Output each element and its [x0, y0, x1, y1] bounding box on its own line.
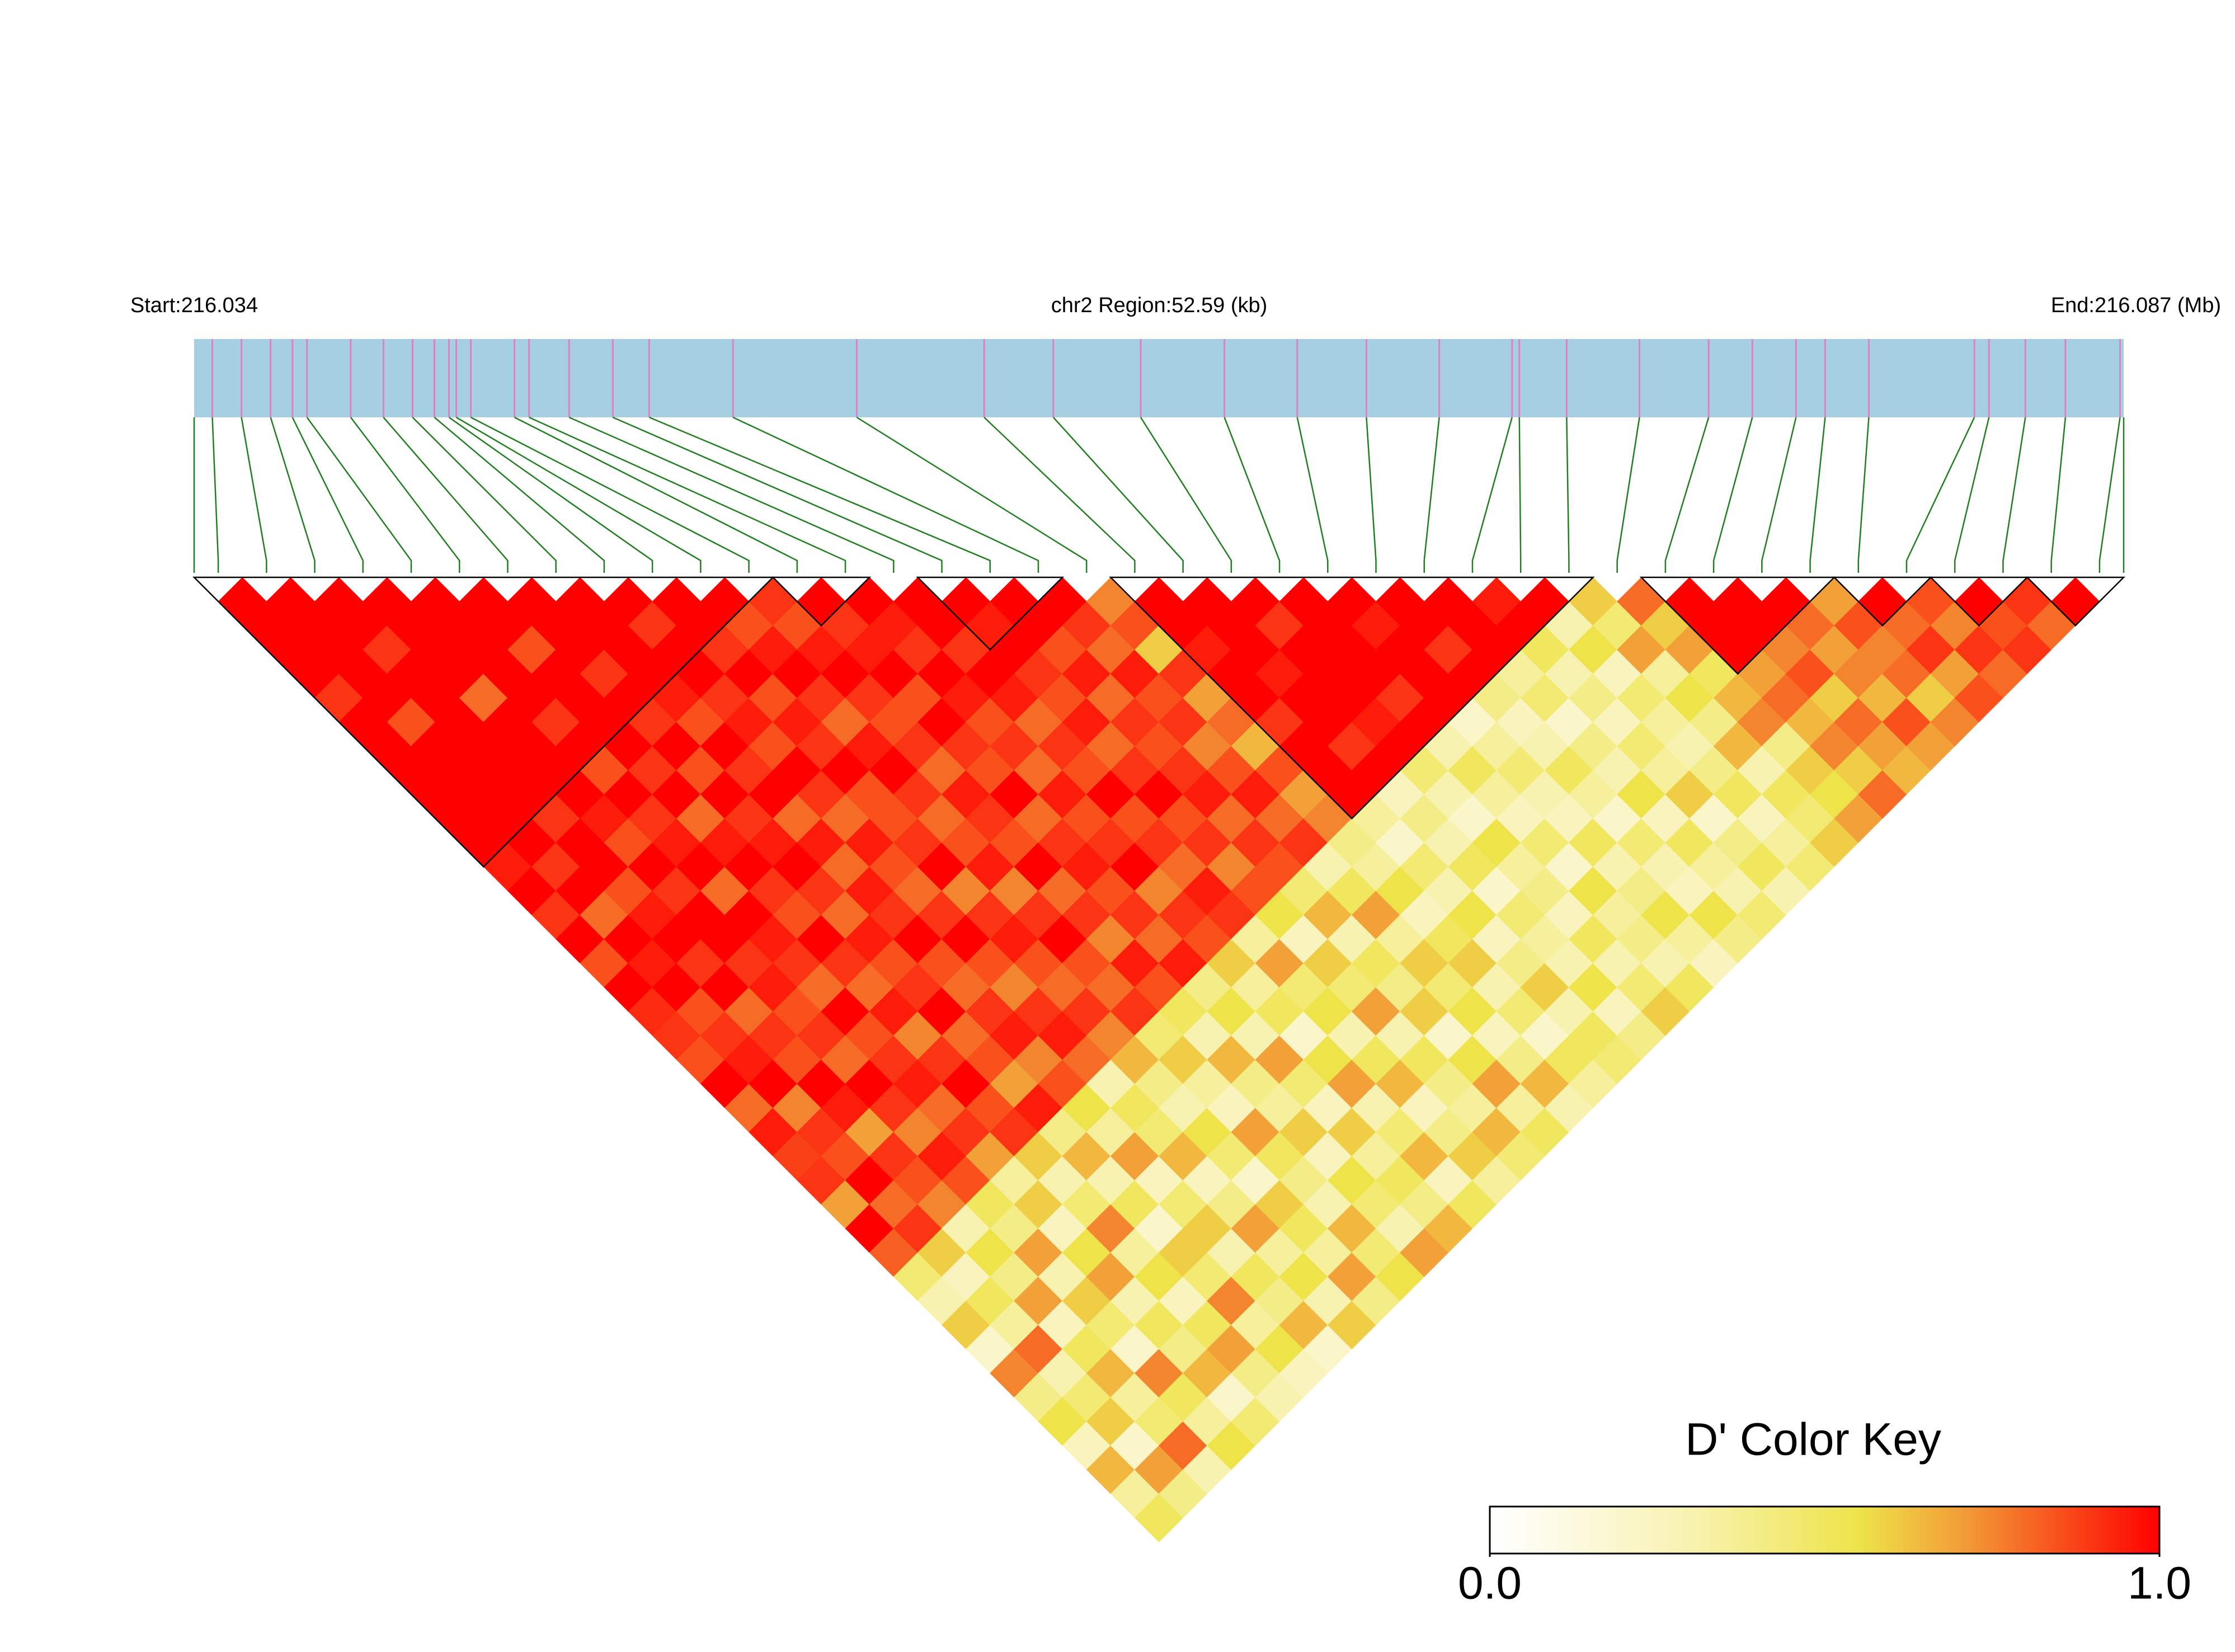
snp-connector — [2050, 417, 2067, 573]
snp-connector — [1140, 417, 1232, 573]
snp-connector — [514, 416, 798, 573]
snp-connector — [1712, 417, 1753, 573]
snp-connector — [984, 417, 1136, 573]
key-tick-label: 1.0 — [2128, 1558, 2191, 1609]
end-label: End:216.087 (Mb) — [2051, 294, 2221, 317]
snp-connector — [1616, 417, 1640, 573]
snp-connector — [383, 417, 509, 573]
snp-connector — [1471, 417, 1513, 573]
snp-connector — [1566, 417, 1570, 573]
snp-connector — [1052, 417, 1184, 573]
haplotype-block — [1109, 576, 1595, 820]
snp-connector — [1296, 417, 1329, 573]
snp-connector — [2002, 417, 2026, 573]
snp-connector — [648, 416, 991, 573]
snp-connector — [455, 416, 702, 573]
snp-connector — [1423, 417, 1440, 573]
haplotype-block — [1832, 576, 1933, 627]
snp-connector — [732, 416, 1039, 573]
snp-connector — [470, 416, 750, 573]
snp-connector — [350, 417, 460, 573]
haplotype-block — [192, 576, 775, 868]
ld-cells — [218, 577, 2100, 1542]
snp-connector — [2098, 417, 2121, 573]
key-title: D' Color Key — [1685, 1414, 1941, 1465]
snp-connector — [1224, 417, 1281, 573]
haplotype-block — [2025, 576, 2126, 627]
snp-connector — [1954, 417, 1990, 573]
snp-connector — [1857, 417, 1870, 573]
snp-connector — [291, 417, 364, 573]
snp-connector — [612, 416, 943, 573]
snp-connector — [856, 416, 1088, 573]
snp-connector — [306, 417, 412, 573]
snp-connector — [529, 416, 846, 573]
region-label: chr2 Region:52.59 (kb) — [1051, 294, 1268, 317]
haplotype-block — [1929, 576, 2029, 627]
haplotype-block — [771, 576, 872, 627]
snp-connector — [434, 417, 605, 573]
color-key — [1489, 1505, 2161, 1555]
snp-connector — [1905, 417, 1975, 573]
snp-connector — [1366, 417, 1377, 573]
snp-connector — [1518, 417, 1522, 573]
snp-connector — [412, 417, 557, 573]
snp-connector — [270, 417, 316, 573]
snp-connector — [1664, 417, 1710, 573]
snp-connector — [1761, 417, 1797, 573]
snp-connector — [1809, 417, 1826, 573]
snp-connector — [568, 416, 895, 573]
snp-connector — [241, 417, 267, 573]
snp-connector — [448, 416, 653, 573]
position-bar — [194, 339, 2124, 417]
key-tick-label: 0.0 — [1458, 1558, 1522, 1609]
haplotype-block — [1639, 576, 1836, 675]
start-label: Start:216.034 — [130, 294, 258, 317]
haplotype-block — [916, 576, 1065, 651]
snp-connector — [211, 417, 219, 573]
